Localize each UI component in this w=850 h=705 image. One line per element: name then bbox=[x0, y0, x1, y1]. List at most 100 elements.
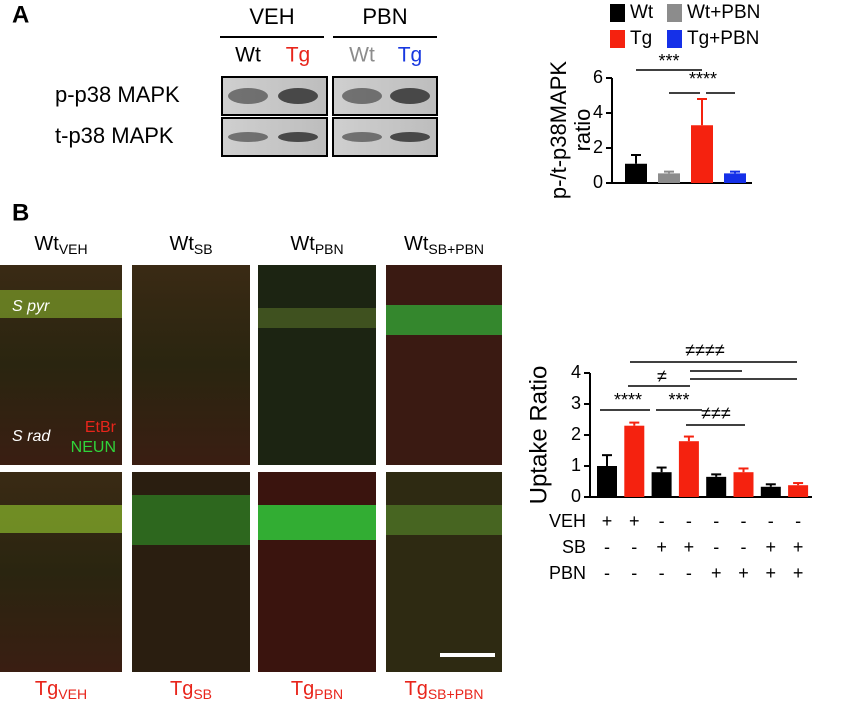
pyramidal-layer bbox=[386, 505, 502, 535]
significance-label: ≠ bbox=[657, 366, 667, 386]
condition-sign: + bbox=[602, 511, 613, 531]
condition-sign: - bbox=[604, 537, 610, 557]
pyramidal-layer bbox=[258, 505, 376, 540]
micrograph-label: TgPBN bbox=[291, 678, 343, 701]
pyramidal-layer bbox=[132, 495, 250, 545]
band bbox=[228, 132, 268, 142]
pyramidal-layer bbox=[386, 305, 502, 335]
label-base: Tg bbox=[35, 678, 58, 700]
lane-label: Tg bbox=[398, 44, 423, 67]
label-sub: VEH bbox=[58, 686, 87, 702]
panel-label: A bbox=[12, 1, 29, 28]
bar bbox=[597, 466, 617, 497]
condition-sign: - bbox=[713, 511, 719, 531]
legend-label: Wt+PBN bbox=[687, 2, 760, 23]
bar bbox=[624, 425, 645, 497]
condition-sign: - bbox=[768, 511, 774, 531]
significance-label: ≠≠≠ bbox=[701, 403, 731, 423]
label-sub: PBN bbox=[315, 241, 344, 257]
label-base: Wt bbox=[404, 233, 429, 255]
group-label: PBN bbox=[362, 4, 407, 29]
band bbox=[342, 88, 382, 104]
band bbox=[278, 88, 318, 104]
bar bbox=[678, 441, 699, 497]
significance-label: ≠≠≠≠ bbox=[685, 340, 725, 360]
pyramidal-layer bbox=[258, 308, 376, 328]
row-label: t-p38 MAPK bbox=[55, 123, 174, 148]
label-base: Wt bbox=[169, 233, 194, 255]
condition-sign: - bbox=[741, 537, 747, 557]
micrograph bbox=[258, 265, 376, 465]
y-tick-label: 0 bbox=[593, 172, 603, 192]
y-tick-label: 4 bbox=[571, 362, 581, 382]
micrograph-label: TgSB bbox=[170, 678, 212, 701]
bar bbox=[733, 472, 754, 497]
condition-label: VEH bbox=[549, 511, 586, 531]
micrograph bbox=[386, 265, 502, 465]
y-tick-label: 4 bbox=[593, 102, 603, 122]
band bbox=[342, 132, 382, 142]
group-label: VEH bbox=[249, 4, 294, 29]
condition-sign: - bbox=[686, 511, 692, 531]
significance-label: **** bbox=[614, 390, 642, 410]
condition-sign: + bbox=[711, 563, 722, 583]
condition-sign: + bbox=[766, 563, 777, 583]
label-sub: SB bbox=[194, 241, 213, 257]
bar bbox=[706, 476, 727, 497]
micrograph-label: WtSB bbox=[169, 233, 212, 256]
bar bbox=[658, 173, 680, 183]
condition-sign: + bbox=[793, 537, 804, 557]
condition-sign: - bbox=[659, 563, 665, 583]
legend-swatch bbox=[667, 4, 682, 22]
band bbox=[390, 132, 430, 142]
micrograph bbox=[386, 472, 502, 672]
micrograph bbox=[132, 472, 250, 672]
lane-label: Tg bbox=[286, 44, 311, 67]
condition-sign: - bbox=[741, 511, 747, 531]
condition-sign: + bbox=[738, 563, 749, 583]
condition-sign: - bbox=[659, 511, 665, 531]
stain-label: NEUN bbox=[71, 439, 116, 456]
bar bbox=[691, 125, 713, 183]
region-label: S rad bbox=[12, 428, 51, 445]
label-base: Wt bbox=[290, 233, 315, 255]
condition-label: PBN bbox=[549, 563, 586, 583]
band bbox=[228, 88, 268, 104]
y-tick-label: 6 bbox=[593, 67, 603, 87]
region-label: S pyr bbox=[12, 298, 50, 315]
condition-sign: + bbox=[684, 537, 695, 557]
condition-label: SB bbox=[562, 537, 586, 557]
micrograph bbox=[132, 265, 250, 465]
label-sub: SB+PBN bbox=[428, 241, 484, 257]
condition-sign: - bbox=[713, 537, 719, 557]
label-base: Tg bbox=[170, 678, 193, 700]
significance-label: *** bbox=[668, 390, 689, 410]
legend-label: Tg+PBN bbox=[687, 28, 759, 49]
legend-swatch bbox=[610, 4, 625, 22]
bar bbox=[724, 173, 746, 183]
condition-sign: - bbox=[604, 563, 610, 583]
y-axis-label: p-/t-p38MAPK bbox=[546, 61, 571, 199]
label-sub: SB+PBN bbox=[428, 686, 484, 702]
label-base: Tg bbox=[405, 678, 428, 700]
legend-label: Wt bbox=[630, 2, 654, 23]
lane-label: Wt bbox=[235, 44, 261, 67]
legend-swatch bbox=[610, 30, 625, 48]
micrograph-grid bbox=[0, 265, 502, 672]
label-sub: VEH bbox=[59, 241, 88, 257]
y-tick-label: 2 bbox=[571, 424, 581, 444]
significance-label: **** bbox=[689, 69, 717, 89]
row-label: p-p38 MAPK bbox=[55, 82, 180, 107]
stain-label: EtBr bbox=[85, 419, 117, 436]
micrograph-label: WtPBN bbox=[290, 233, 343, 256]
condition-sign: + bbox=[793, 563, 804, 583]
band bbox=[278, 132, 318, 142]
y-tick-label: 1 bbox=[571, 455, 581, 475]
label-sub: PBN bbox=[314, 686, 343, 702]
y-axis-label: Uptake Ratio bbox=[525, 366, 552, 505]
micrograph-label: TgVEH bbox=[35, 678, 87, 701]
label-sub: SB bbox=[193, 686, 212, 702]
condition-sign: - bbox=[631, 563, 637, 583]
band bbox=[390, 88, 430, 104]
